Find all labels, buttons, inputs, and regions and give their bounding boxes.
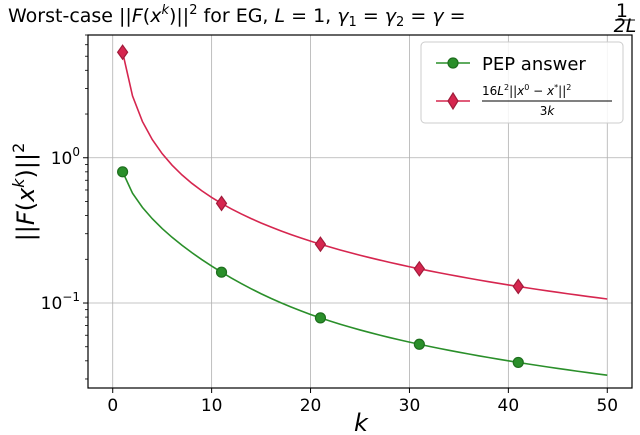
title-fraction-denominator: 2L <box>614 15 637 37</box>
legend-bound-numerator: 16L2||x0 − x*||2 <box>482 83 571 98</box>
legend-bound-marker <box>447 91 459 111</box>
legend-bound-denominator: 3k <box>540 104 556 118</box>
series-1-point <box>512 278 524 295</box>
x-tick-label: 20 <box>300 396 322 416</box>
legend-entry-pep: PEP answer <box>436 54 586 75</box>
series-layer <box>116 44 608 377</box>
title-fraction-numerator: 1 <box>616 0 628 22</box>
series-0-point <box>117 166 129 178</box>
chart-title: Worst-case ||F(xk)||2 for EG, L = 1, γ1 … <box>8 3 466 30</box>
series-line-1 <box>121 52 608 300</box>
series-1-point <box>314 236 327 253</box>
legend-pep-label: PEP answer <box>482 54 586 75</box>
plot-frame <box>87 34 633 389</box>
series-1-point <box>413 260 426 277</box>
legend-entry-bound: 16L2||x0 − x*||2 3k <box>436 83 612 118</box>
series-0-point <box>314 312 327 324</box>
series-0-point <box>512 356 524 369</box>
y-tick-label: 10−1 <box>41 290 80 314</box>
legend-pep-marker <box>447 57 459 69</box>
y-tick-label: 100 <box>51 145 80 169</box>
x-axis-label: k <box>354 409 369 435</box>
y-axis-label: ||F(xk)||2 <box>9 143 40 242</box>
legend: PEP answer 16L2||x0 − x*||2 3k <box>420 41 624 124</box>
x-tick-label: 10 <box>201 396 223 416</box>
title-fraction: 1 2L <box>614 0 637 37</box>
x-tick-label: 30 <box>399 396 421 416</box>
series-line-0 <box>121 171 608 377</box>
x-tick-label: 50 <box>596 396 618 416</box>
x-tick-label: 0 <box>107 396 118 416</box>
grid <box>88 35 632 388</box>
series-1-point <box>116 44 129 61</box>
x-tick-label: 40 <box>498 396 520 416</box>
series-0-point <box>413 338 425 350</box>
legend-box <box>420 41 624 124</box>
axis-ticks: 0 10 20 30 40 50 100 10−1 <box>41 34 618 416</box>
series-0-point <box>215 266 228 278</box>
series-1-point <box>215 195 228 212</box>
